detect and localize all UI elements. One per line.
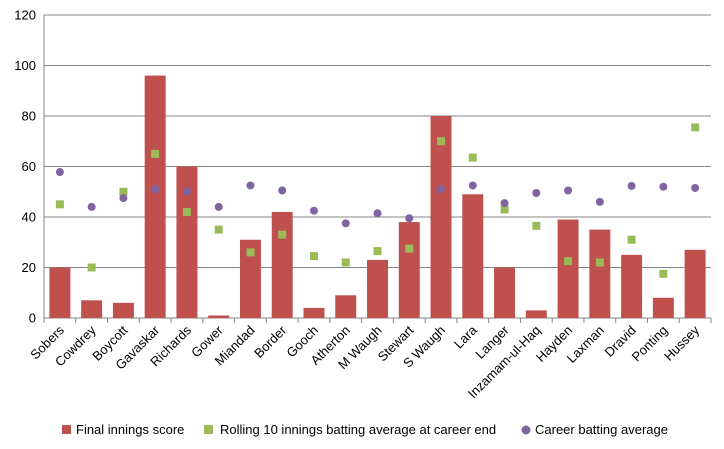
marker-career-average	[437, 185, 446, 194]
bar-final-innings	[652, 297, 674, 318]
bar-final-innings	[49, 267, 71, 318]
bar-final-innings	[557, 219, 579, 318]
legend-swatch-rolling-average	[204, 425, 213, 434]
category-labels: SobersCowdreyBoycottGavaskarRichardsGowe…	[27, 322, 702, 401]
marker-career-average	[659, 182, 668, 191]
bar-final-innings	[271, 211, 293, 318]
marker-career-average	[341, 219, 350, 228]
marker-rolling-average	[564, 257, 573, 266]
legend-swatch-career-average	[521, 425, 531, 435]
marker-career-average	[564, 186, 573, 195]
bar-final-innings	[589, 229, 611, 318]
marker-rolling-average	[278, 230, 287, 239]
bar-final-innings	[112, 302, 134, 318]
marker-career-average	[405, 214, 414, 223]
marker-career-average	[55, 168, 64, 177]
category-label: Ponting	[629, 323, 671, 365]
bar-final-innings	[176, 166, 198, 318]
bar-final-innings	[367, 259, 388, 318]
legend-swatch-final-innings	[62, 425, 71, 434]
marker-series	[55, 123, 700, 278]
bar-final-innings	[208, 315, 230, 318]
marker-rolling-average	[246, 248, 255, 257]
marker-rolling-average	[691, 123, 700, 132]
bar-final-innings	[462, 194, 484, 318]
marker-rolling-average	[214, 225, 223, 234]
bar-final-innings	[525, 310, 547, 318]
bar-final-innings	[621, 254, 643, 318]
bar-final-innings	[81, 300, 103, 318]
marker-career-average	[214, 202, 223, 211]
legend: Final innings score Rolling 10 innings ba…	[62, 422, 668, 437]
marker-rolling-average	[151, 149, 160, 158]
marker-rolling-average	[87, 263, 96, 272]
bar-final-innings	[430, 116, 452, 318]
category-label: Border	[251, 322, 290, 361]
marker-career-average	[373, 209, 382, 218]
marker-career-average	[309, 206, 318, 215]
marker-rolling-average	[309, 252, 318, 261]
marker-career-average	[87, 202, 96, 211]
marker-rolling-average	[119, 187, 128, 196]
bar-final-innings	[684, 249, 706, 318]
y-tick-label: 120	[14, 8, 36, 23]
marker-career-average	[278, 186, 287, 195]
marker-rolling-average	[500, 205, 509, 214]
marker-career-average	[691, 183, 700, 192]
marker-career-average	[500, 199, 509, 208]
legend-label-rolling-average: Rolling 10 innings batting average at ca…	[220, 422, 496, 437]
marker-rolling-average	[182, 207, 191, 216]
marker-career-average	[182, 187, 191, 196]
marker-career-average	[595, 197, 604, 206]
marker-career-average	[468, 181, 477, 190]
marker-rolling-average	[659, 269, 668, 278]
marker-rolling-average	[627, 235, 636, 244]
category-label: Hussey	[661, 322, 703, 364]
legend-label-final-innings: Final innings score	[76, 422, 184, 437]
legend-label-career-average: Career batting average	[535, 422, 668, 437]
marker-rolling-average	[341, 258, 350, 267]
marker-rolling-average	[532, 221, 541, 230]
marker-career-average	[246, 181, 255, 190]
y-tick-label: 40	[22, 210, 36, 225]
marker-career-average	[532, 189, 541, 198]
marker-career-average	[119, 194, 128, 203]
y-tick-label: 100	[14, 58, 36, 73]
marker-rolling-average	[468, 153, 477, 162]
y-tick-label: 0	[29, 311, 36, 326]
bar-final-innings	[398, 222, 420, 318]
y-tick-label: 80	[22, 109, 36, 124]
y-tick-label: 60	[22, 159, 36, 174]
y-tick-label: 20	[22, 260, 36, 275]
bar-final-innings	[239, 239, 261, 318]
marker-rolling-average	[373, 247, 382, 256]
bar-final-innings	[494, 267, 516, 318]
marker-rolling-average	[55, 200, 64, 209]
bar-final-innings	[144, 75, 166, 318]
gridlines	[44, 14, 711, 268]
bar-series	[49, 75, 706, 318]
marker-rolling-average	[595, 258, 604, 267]
marker-rolling-average	[437, 137, 446, 146]
bar-final-innings	[335, 295, 357, 318]
bar-final-innings	[303, 307, 325, 318]
marker-rolling-average	[405, 244, 414, 253]
marker-career-average	[151, 185, 160, 194]
marker-career-average	[627, 181, 636, 190]
